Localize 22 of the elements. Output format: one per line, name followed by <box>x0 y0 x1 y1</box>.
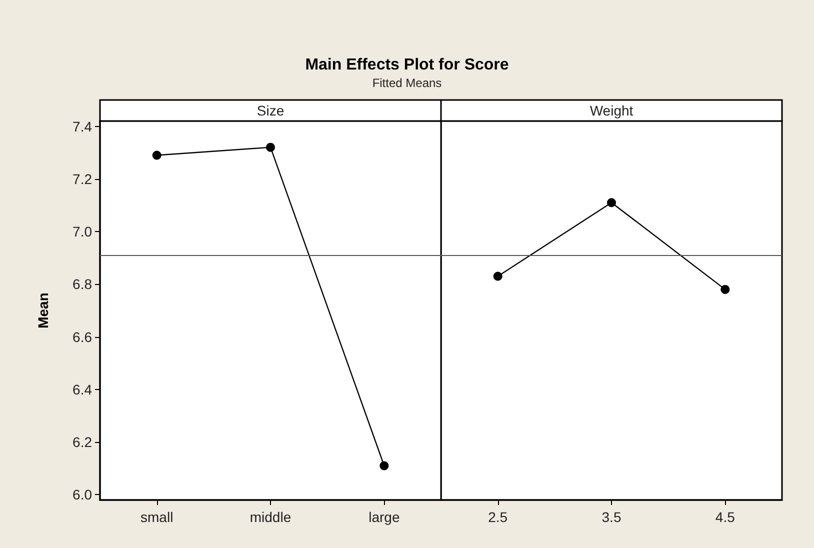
y-tick-label: 7.2 <box>72 170 92 187</box>
y-tick-label: 6.4 <box>72 381 92 398</box>
y-tick-label: 7.0 <box>72 224 92 240</box>
y-axis-title: Mean <box>35 292 51 328</box>
y-tick-label: 7.4 <box>72 118 92 134</box>
x-tick-label: 4.5 <box>715 509 736 525</box>
x-tick-label: 2.5 <box>488 509 508 525</box>
x-tick-label: 3.5 <box>602 509 622 525</box>
point <box>380 461 389 470</box>
point <box>266 142 275 152</box>
y-tick-label: 6.2 <box>72 434 92 450</box>
y-tick-label: 6.8 <box>72 276 92 292</box>
point <box>152 150 162 160</box>
chart-subtitle: Fitted Means <box>372 76 442 90</box>
x-tick-label: small <box>140 509 174 525</box>
x-axis-title: Weight <box>590 102 634 118</box>
x-tick-label: middle <box>250 509 292 525</box>
y-tick-label: 6.0 <box>72 486 92 503</box>
x-tick-label: large <box>368 509 400 525</box>
chart-title: Main Effects Plot for Score <box>305 56 509 74</box>
x-axis-title: Size <box>256 102 284 118</box>
y-tick-label: 6.6 <box>72 328 92 345</box>
